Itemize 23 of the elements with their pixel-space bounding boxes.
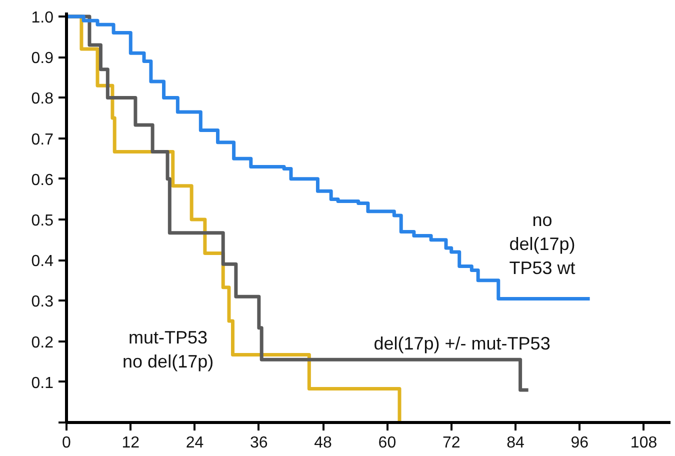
y-tick-label: 0.5 [31,212,54,230]
y-tick-label: 0.9 [31,50,54,68]
x-tick-label: 36 [250,434,268,452]
y-tick-label: 0.4 [31,253,54,270]
x-tick-label: 60 [378,434,396,452]
x-tick-label: 0 [62,434,72,452]
y-tick-label: 0.1 [31,374,54,392]
y-tick-label: 0.6 [31,172,54,189]
x-tick-label: 108 [630,434,658,452]
series-label: mut-TP53 no del(17p) [122,327,214,372]
x-tick-label: 48 [314,434,332,452]
x-tick-label: 72 [442,434,460,452]
y-tick-label: 0.3 [31,294,54,311]
series-label: del(17p) +/- mut-TP53 [374,333,550,354]
x-tick-label: 84 [506,434,524,452]
series-label: no del(17p) TP53 wt [509,210,576,278]
y-tick-label: 0.7 [31,131,54,148]
y-tick-label: 0.8 [31,90,54,108]
x-tick-label: 12 [122,434,140,452]
x-tick-label: 24 [186,434,204,452]
y-tick-label: 0.2 [31,334,54,352]
x-tick-label: 96 [570,434,589,452]
y-tick-label: 1.0 [31,10,54,27]
